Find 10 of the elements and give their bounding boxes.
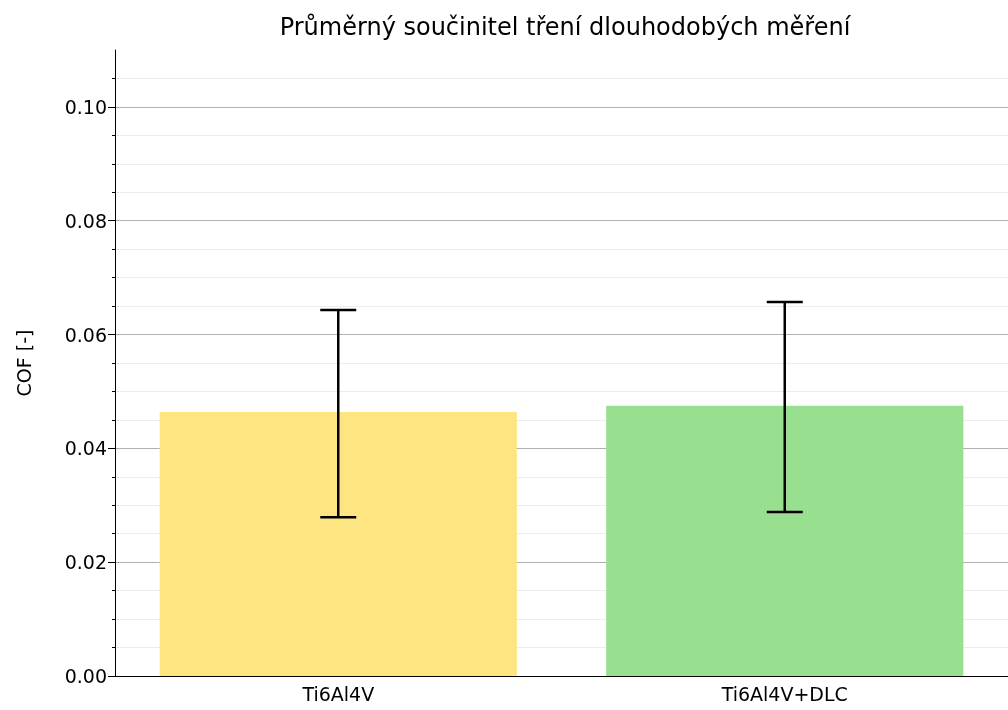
y-tick-label: 0.04	[64, 437, 107, 460]
y-tick-label: 0.00	[64, 665, 107, 687]
x-tick-label: Ti6Al4V	[301, 682, 375, 705]
y-tick-label: 0.02	[64, 551, 107, 574]
y-tick-label: 0.06	[64, 323, 107, 346]
chart-title: Průměrný součinitel tření dlouhodobých měření	[279, 13, 852, 41]
y-axis-title: COF [-]	[12, 329, 35, 397]
x-tick-label: Ti6Al4V+DLC	[720, 682, 848, 705]
y-tick-label: 0.10	[64, 95, 107, 118]
y-tick-label: 0.08	[64, 209, 107, 232]
